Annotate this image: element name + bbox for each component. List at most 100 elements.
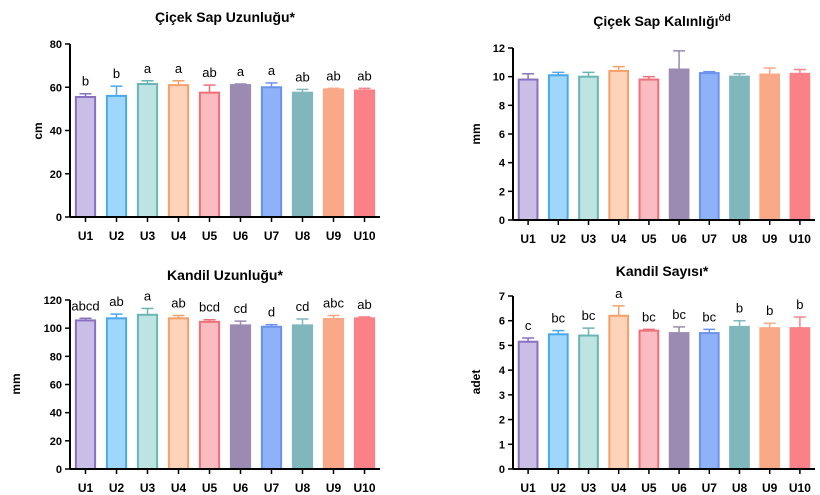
y-tick-label: 5 — [499, 340, 505, 352]
x-tick-label: U10 — [789, 232, 811, 246]
y-tick-label: 10 — [493, 72, 505, 84]
significance-letter: a — [237, 64, 245, 79]
bar-u7 — [260, 86, 283, 218]
significance-letter: ab — [295, 69, 309, 84]
significance-letter: bc — [672, 307, 686, 322]
x-tick-label: U7 — [264, 481, 280, 495]
chart-panel-2: Çiçek Sap Kalınlığıöd mm U1 U2 U3 U4 U5 U6 U7 U8 U… — [469, 13, 815, 246]
significance-letter: a — [144, 288, 152, 303]
x-tick-label: U7 — [264, 229, 280, 243]
bar-u7 — [260, 325, 283, 470]
significance-letter: abcd — [71, 298, 99, 313]
significance-letter: bc — [551, 311, 565, 326]
bar-u4 — [608, 69, 630, 221]
significance-letter: a — [268, 63, 276, 78]
significance-letter: c — [525, 318, 532, 333]
significance-letter: a — [175, 61, 183, 76]
bar-u9 — [322, 88, 345, 218]
x-tick-label: U1 — [78, 481, 94, 495]
y-tick-label: 2 — [499, 186, 505, 198]
y-axis-label: mm — [9, 373, 23, 394]
significance-letter: bc — [642, 309, 656, 324]
y-axis-label: mm — [469, 123, 483, 144]
significance-letter: a — [615, 286, 623, 301]
x-tick-label: U3 — [140, 481, 156, 495]
bar-u3 — [136, 313, 159, 470]
bar-u9 — [322, 318, 345, 471]
x-tick-label: U3 — [140, 229, 156, 243]
y-tick-label: 100 — [44, 323, 62, 335]
chart-title: Kandil Sayısı* — [616, 263, 709, 279]
y-tick-label: 40 — [50, 408, 62, 420]
y-tick-label: 20 — [50, 436, 62, 448]
y-tick-label: 12 — [493, 43, 505, 55]
x-tick-label: U3 — [581, 481, 597, 495]
y-tick-label: 120 — [44, 295, 62, 307]
y-tick-label: 60 — [50, 380, 62, 392]
significance-letter: ab — [326, 68, 340, 83]
y-tick-label: 3 — [499, 390, 505, 402]
bar-u3 — [578, 75, 599, 221]
significance-letter: ab — [357, 68, 371, 83]
bar-u10 — [353, 89, 376, 218]
bar-u8 — [291, 91, 314, 218]
bar-u4 — [167, 317, 190, 470]
x-tick-label: U7 — [702, 232, 718, 246]
y-tick-label: 0 — [499, 464, 505, 476]
x-tick-label: U9 — [326, 229, 342, 243]
x-tick-label: U8 — [295, 481, 311, 495]
bar-u3 — [578, 334, 599, 470]
chart-title-text: Kandil Uzunluğu* — [167, 267, 283, 283]
bar-u5 — [638, 329, 660, 470]
significance-letter: a — [144, 61, 152, 76]
chart-title-text: Çiçek Sap Uzunluğu* — [155, 9, 296, 25]
bar-u8 — [291, 324, 314, 470]
bar-u9 — [759, 327, 781, 470]
significance-letter: bcd — [199, 300, 220, 315]
bar-u5 — [638, 78, 660, 221]
significance-letter: bc — [582, 308, 596, 323]
y-tick-label: 80 — [50, 39, 62, 51]
significance-letter: abc — [323, 295, 344, 310]
bar-u7 — [698, 72, 720, 222]
bar-u7 — [698, 332, 720, 471]
y-tick-label: 20 — [50, 169, 62, 181]
x-tick-label: U4 — [611, 232, 627, 246]
x-tick-label: U10 — [353, 229, 375, 243]
bar-u4 — [167, 84, 190, 219]
x-tick-label: U2 — [109, 229, 125, 243]
bar-u6 — [668, 332, 690, 471]
x-tick-label: U6 — [233, 229, 249, 243]
bar-u2 — [547, 333, 569, 470]
bar-u3 — [136, 83, 159, 218]
x-tick-label: U1 — [520, 481, 536, 495]
bar-u5 — [198, 320, 221, 470]
x-tick-label: U9 — [762, 481, 778, 495]
y-tick-label: 8 — [499, 100, 505, 112]
bar-u6 — [229, 84, 252, 219]
bar-u2 — [105, 317, 128, 470]
y-tick-label: 6 — [499, 316, 505, 328]
bar-u1 — [517, 340, 539, 471]
x-tick-label: U9 — [326, 481, 342, 495]
y-tick-label: 6 — [499, 129, 505, 141]
bar-u10 — [789, 72, 811, 221]
chart-title: Kandil Uzunluğu* — [167, 267, 283, 283]
y-tick-label: 0 — [56, 464, 62, 476]
bar-u2 — [547, 74, 569, 221]
x-tick-label: U6 — [671, 481, 687, 495]
chart-title-text: Kandil Sayısı* — [616, 263, 709, 279]
x-tick-label: U2 — [109, 481, 125, 495]
x-tick-label: U1 — [520, 232, 536, 246]
chart-title-superscript: öd — [719, 13, 731, 24]
y-tick-label: 0 — [499, 215, 505, 227]
x-tick-label: U8 — [732, 481, 748, 495]
significance-letter: bc — [702, 309, 716, 324]
bar-u9 — [759, 73, 781, 222]
y-tick-label: 4 — [499, 365, 506, 377]
y-tick-label: 7 — [499, 291, 505, 303]
bar-u10 — [353, 317, 376, 470]
x-tick-label: U5 — [641, 481, 657, 495]
bar-u1 — [74, 319, 97, 470]
bar-u5 — [198, 91, 221, 218]
